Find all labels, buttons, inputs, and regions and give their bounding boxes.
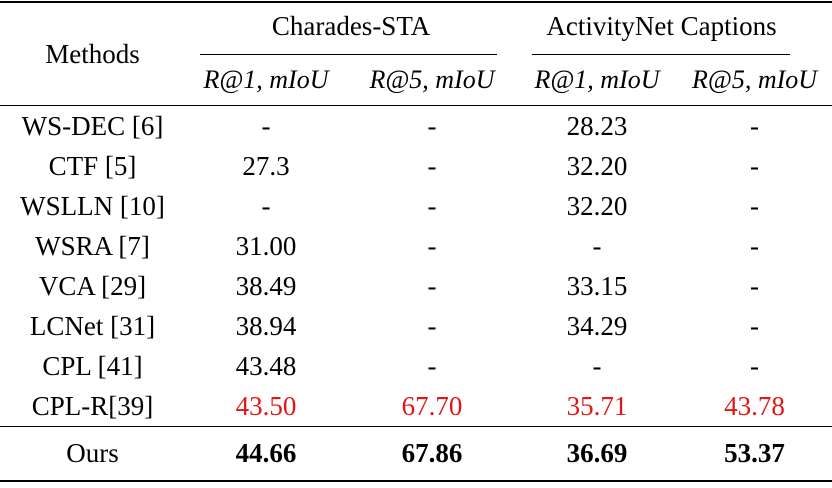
- table-body: WS-DEC [6] - - 28.23 - CTF [5] 27.3 - 32…: [0, 106, 832, 427]
- method-name: CPL [41]: [42, 350, 143, 381]
- table-header: Methods Charades-STA ActivityNet Caption…: [0, 2, 832, 106]
- table-cell: 67.70: [401, 390, 463, 421]
- table-row: WS-DEC [6] - - 28.23 -: [0, 106, 832, 147]
- table-cell: -: [427, 270, 437, 301]
- table-cell: -: [750, 350, 760, 381]
- table-cell: -: [750, 110, 760, 141]
- subheader-charades-r1: R@1, mIoU: [203, 65, 329, 94]
- table-cell: 53.37: [724, 438, 785, 468]
- table-cell: 38.49: [235, 270, 297, 301]
- method-name-ours: Ours: [66, 438, 119, 468]
- group-label: ActivityNet Captions: [546, 10, 777, 41]
- table-cell: 32.20: [566, 150, 628, 181]
- group-header-row: Methods Charades-STA ActivityNet Caption…: [0, 2, 832, 69]
- table-cell: -: [427, 190, 437, 221]
- table-cell: -: [427, 230, 437, 261]
- table-cell: -: [427, 110, 437, 141]
- subheader-activitynet-r5: R@5, mIoU: [692, 65, 818, 94]
- cmidrule-charades: [200, 54, 498, 55]
- methods-column-header: Methods: [45, 38, 140, 69]
- table-cell: -: [427, 150, 437, 181]
- table-cell: -: [750, 150, 760, 181]
- table-cell: 38.94: [235, 310, 297, 341]
- subheader-activitynet-r1: R@1, mIoU: [534, 65, 660, 94]
- table-row-highlighted: CPL-R[39] 43.50 67.70 35.71 43.78: [0, 386, 832, 427]
- table-cell: -: [750, 270, 760, 301]
- table-cell: -: [750, 310, 760, 341]
- table-cell: 36.69: [566, 438, 628, 468]
- table-footer: Ours 44.66 67.86 36.69 53.37: [0, 427, 832, 482]
- method-name: VCA [29]: [38, 270, 147, 301]
- table-row: CTF [5] 27.3 - 32.20 -: [0, 146, 832, 186]
- method-name: WS-DEC [6]: [21, 110, 164, 141]
- table-cell: 28.23: [566, 110, 628, 141]
- table-cell: -: [261, 190, 271, 221]
- table-row: WSRA [7] 31.00 - - -: [0, 226, 832, 266]
- method-name: WSLLN [10]: [20, 190, 165, 221]
- ours-row: Ours 44.66 67.86 36.69 53.37: [0, 427, 832, 482]
- table-cell: 32.20: [566, 190, 628, 221]
- subheader-charades-r5: R@5, mIoU: [369, 65, 495, 94]
- table-cell: -: [592, 230, 602, 261]
- subcolumn-header-row: R@1, mIoU R@5, mIoU R@1, mIoU R@5, mIoU: [0, 55, 832, 106]
- table-cell: -: [750, 230, 760, 261]
- table-cell: 44.66: [235, 438, 297, 468]
- table-cell: -: [592, 350, 602, 381]
- table-cell: 34.29: [566, 310, 628, 341]
- method-name: WSRA [7]: [35, 230, 150, 261]
- cmidrule-activitynet: [532, 54, 791, 55]
- table-cell: -: [427, 310, 437, 341]
- table-cell: 33.15: [566, 270, 628, 301]
- method-name: CPL-R[39]: [31, 390, 154, 421]
- group-label: Charades-STA: [271, 10, 431, 41]
- table-row: CPL [41] 43.48 - - -: [0, 346, 832, 386]
- table-cell: -: [427, 350, 437, 381]
- group-header-charades-sta: Charades-STA: [185, 2, 517, 55]
- table-row: VCA [29] 38.49 - 33.15 -: [0, 266, 832, 306]
- table-cell: 43.48: [235, 350, 297, 381]
- table-cell: 43.78: [724, 390, 785, 421]
- group-header-activitynet-captions: ActivityNet Captions: [517, 2, 832, 55]
- table-cell: 35.71: [566, 390, 628, 421]
- table-cell: -: [750, 190, 760, 221]
- method-name: CTF [5]: [48, 150, 137, 181]
- table-cell: -: [261, 110, 271, 141]
- table-row: WSLLN [10] - - 32.20 -: [0, 186, 832, 226]
- method-name: LCNet [31]: [29, 310, 156, 341]
- table-cell: 27.3: [242, 150, 290, 181]
- table-cell: 67.86: [401, 438, 463, 468]
- table-row: LCNet [31] 38.94 - 34.29 -: [0, 306, 832, 346]
- table-cell: 31.00: [235, 230, 297, 261]
- table-cell: 43.50: [235, 390, 297, 421]
